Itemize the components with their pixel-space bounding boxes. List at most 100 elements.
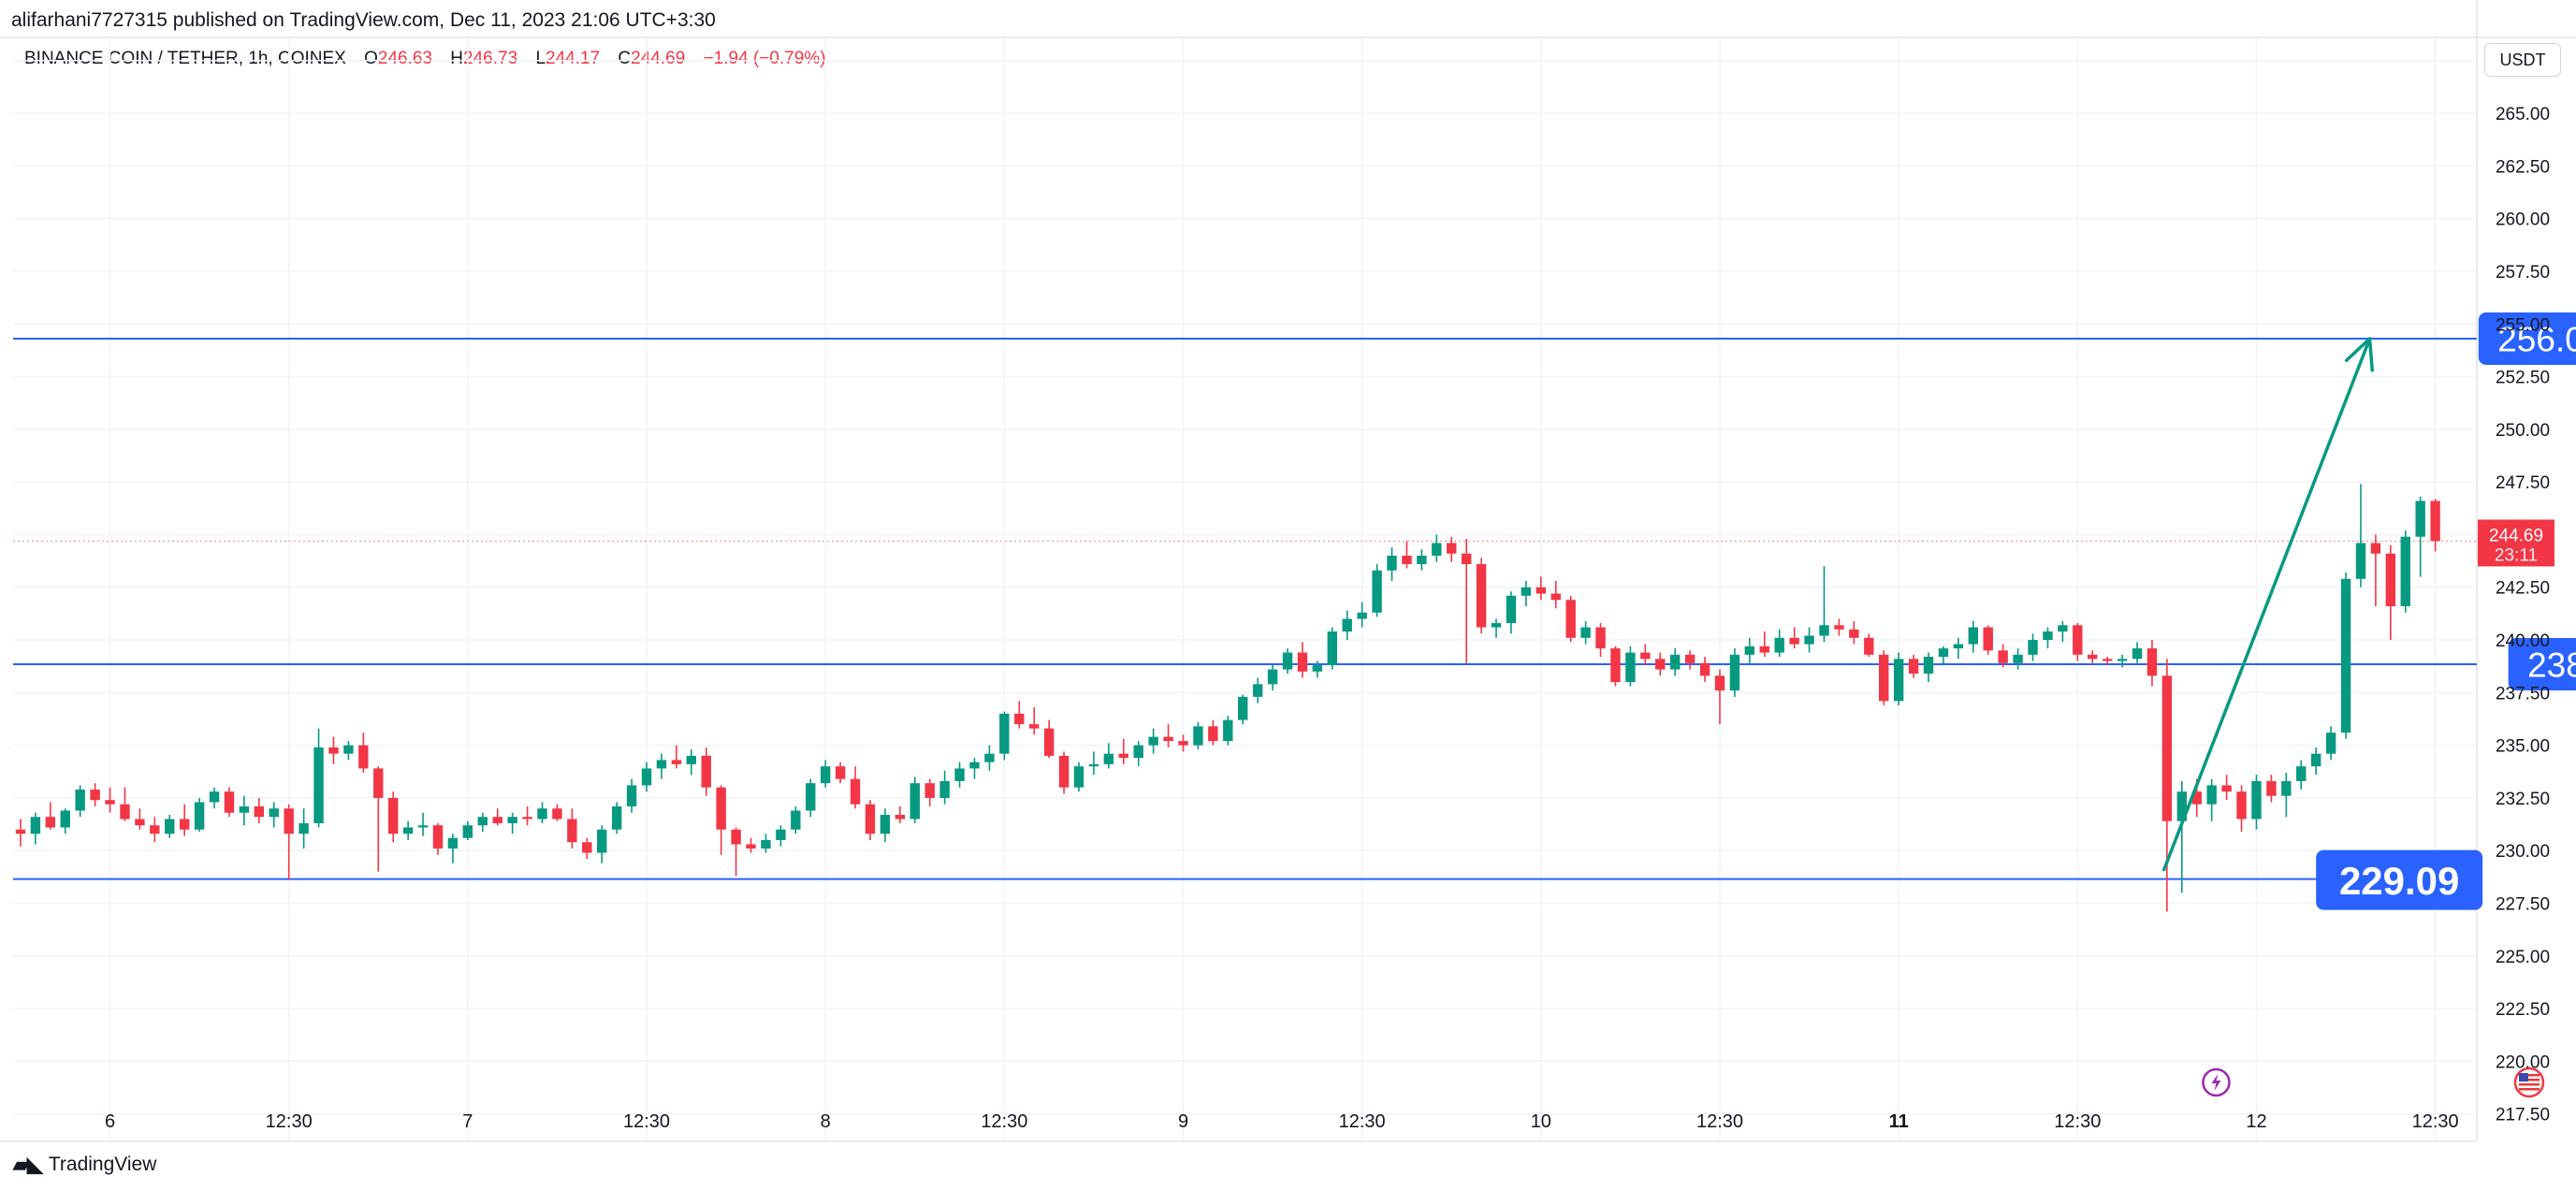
candle-body bbox=[150, 825, 160, 834]
candle-body bbox=[1461, 553, 1472, 564]
candle-body bbox=[716, 787, 726, 830]
candle-body bbox=[1759, 646, 1769, 653]
candle-body bbox=[671, 760, 682, 764]
candle-body bbox=[1447, 543, 1457, 554]
candle-body bbox=[939, 780, 950, 798]
candle-body bbox=[1669, 654, 1681, 670]
candle-body bbox=[343, 745, 354, 754]
level-label-box bbox=[2508, 637, 2576, 690]
grid bbox=[13, 37, 2477, 1141]
candle-body bbox=[835, 766, 846, 779]
candle-body bbox=[417, 825, 429, 828]
flag-canton bbox=[2518, 1073, 2528, 1081]
candle-body bbox=[209, 791, 220, 803]
level-label-text: 238.86 bbox=[2527, 646, 2576, 684]
candle-body bbox=[2176, 791, 2188, 821]
candle-body bbox=[328, 747, 339, 754]
candle-body bbox=[2355, 543, 2366, 579]
candle-body bbox=[224, 791, 235, 813]
candle-body bbox=[1849, 629, 1859, 638]
level-labels[interactable]: 256.09 238.86 229.09 bbox=[2316, 312, 2576, 910]
candle-body bbox=[1372, 570, 1382, 613]
candle-body bbox=[880, 814, 891, 834]
candle-body bbox=[179, 819, 190, 830]
candle-body bbox=[1223, 719, 1233, 742]
candle-body bbox=[2073, 625, 2083, 655]
candle-body bbox=[641, 768, 652, 786]
candle-body bbox=[1476, 563, 1487, 628]
candle-body bbox=[1118, 753, 1128, 759]
event-markers[interactable] bbox=[2202, 1067, 2576, 1098]
symbol-title[interactable]: BINANCE COIN / TETHER, 1h, COINEX bbox=[24, 49, 346, 68]
candle-body bbox=[626, 785, 637, 806]
candle-body bbox=[507, 817, 517, 823]
x-tick-label: 12:30 bbox=[1339, 1111, 1386, 1132]
candle-body bbox=[1595, 627, 1606, 649]
candle-body bbox=[701, 755, 711, 788]
y-tick-label: 227.50 bbox=[2496, 895, 2550, 915]
y-tick-label: 217.50 bbox=[2496, 1106, 2550, 1125]
y-tick-label: 232.50 bbox=[2496, 790, 2550, 809]
publish-info: alifarhani7727315 published on TradingVi… bbox=[11, 9, 716, 31]
candle-body bbox=[537, 808, 547, 820]
x-tick-label: 12:30 bbox=[2412, 1111, 2459, 1132]
candle-body bbox=[194, 802, 205, 830]
flag-stripe bbox=[2518, 1079, 2540, 1081]
candle-body bbox=[1655, 659, 1666, 670]
candle-body bbox=[2400, 536, 2410, 607]
x-tick-label: 12:30 bbox=[2054, 1111, 2101, 1132]
candle-body bbox=[477, 817, 488, 826]
candle-body bbox=[1297, 652, 1308, 672]
candle-body bbox=[1417, 555, 1427, 564]
price-axis[interactable]: 217.50 220.00 222.50 225.00 227.50 230.00 232.… bbox=[2496, 52, 2550, 1125]
flag-stripe bbox=[2518, 1074, 2540, 1077]
level-lines bbox=[13, 338, 2477, 880]
candle-body bbox=[1938, 648, 1949, 658]
candle-body bbox=[582, 842, 592, 853]
candle-body bbox=[1103, 753, 1114, 764]
candle-body bbox=[135, 819, 145, 826]
y-tick-label: 230.00 bbox=[2496, 842, 2550, 862]
candle-body bbox=[656, 760, 667, 769]
x-tick-label: 12:30 bbox=[981, 1111, 1027, 1132]
candle-body bbox=[1387, 555, 1397, 571]
candle-body bbox=[254, 805, 265, 818]
candle-body bbox=[313, 747, 324, 823]
low-label: L bbox=[535, 49, 546, 68]
candle-body bbox=[969, 762, 980, 769]
currency-button[interactable]: USDT bbox=[2484, 43, 2561, 77]
y-tick-label: 260.00 bbox=[2496, 210, 2550, 230]
y-tick-label: 265.00 bbox=[2496, 105, 2550, 124]
candle-body bbox=[865, 804, 876, 834]
candle-body bbox=[611, 805, 622, 830]
time-axis[interactable]: 6 12:30 7 12:30 8 12:30 9 12:30 10 12:30 11 12:30 12… bbox=[105, 1111, 2576, 1132]
candle-body bbox=[1178, 741, 1188, 746]
candle-body bbox=[105, 800, 115, 805]
candle-body bbox=[731, 829, 741, 845]
candle-body bbox=[1640, 652, 1651, 660]
candle-body bbox=[1327, 631, 1338, 666]
last-price-tag bbox=[2478, 519, 2554, 567]
x-tick-label: 7 bbox=[462, 1111, 473, 1132]
y-tick-label: 240.00 bbox=[2496, 631, 2550, 651]
candle-body bbox=[492, 817, 502, 823]
candle-body bbox=[1565, 600, 1576, 638]
candle-body bbox=[2370, 543, 2381, 554]
change-value: −1.94 (−0.79%) bbox=[703, 49, 826, 68]
x-tick-label: 12:30 bbox=[266, 1111, 313, 1132]
candle-body bbox=[1550, 593, 1561, 601]
candle-body bbox=[910, 783, 920, 820]
candle-body bbox=[1625, 652, 1636, 683]
y-tick-label: 262.50 bbox=[2496, 157, 2550, 177]
candle-body bbox=[2013, 654, 2023, 663]
candle-body bbox=[2266, 780, 2277, 796]
projection-arrow[interactable] bbox=[2161, 337, 2375, 872]
candle-body bbox=[1312, 665, 1323, 672]
y-tick-label: 222.50 bbox=[2496, 1000, 2550, 1020]
candle-body bbox=[15, 829, 26, 834]
level-label-box bbox=[2478, 312, 2576, 366]
candle-body bbox=[1088, 763, 1099, 767]
candle-body bbox=[567, 819, 577, 843]
candle-body bbox=[1342, 618, 1352, 632]
